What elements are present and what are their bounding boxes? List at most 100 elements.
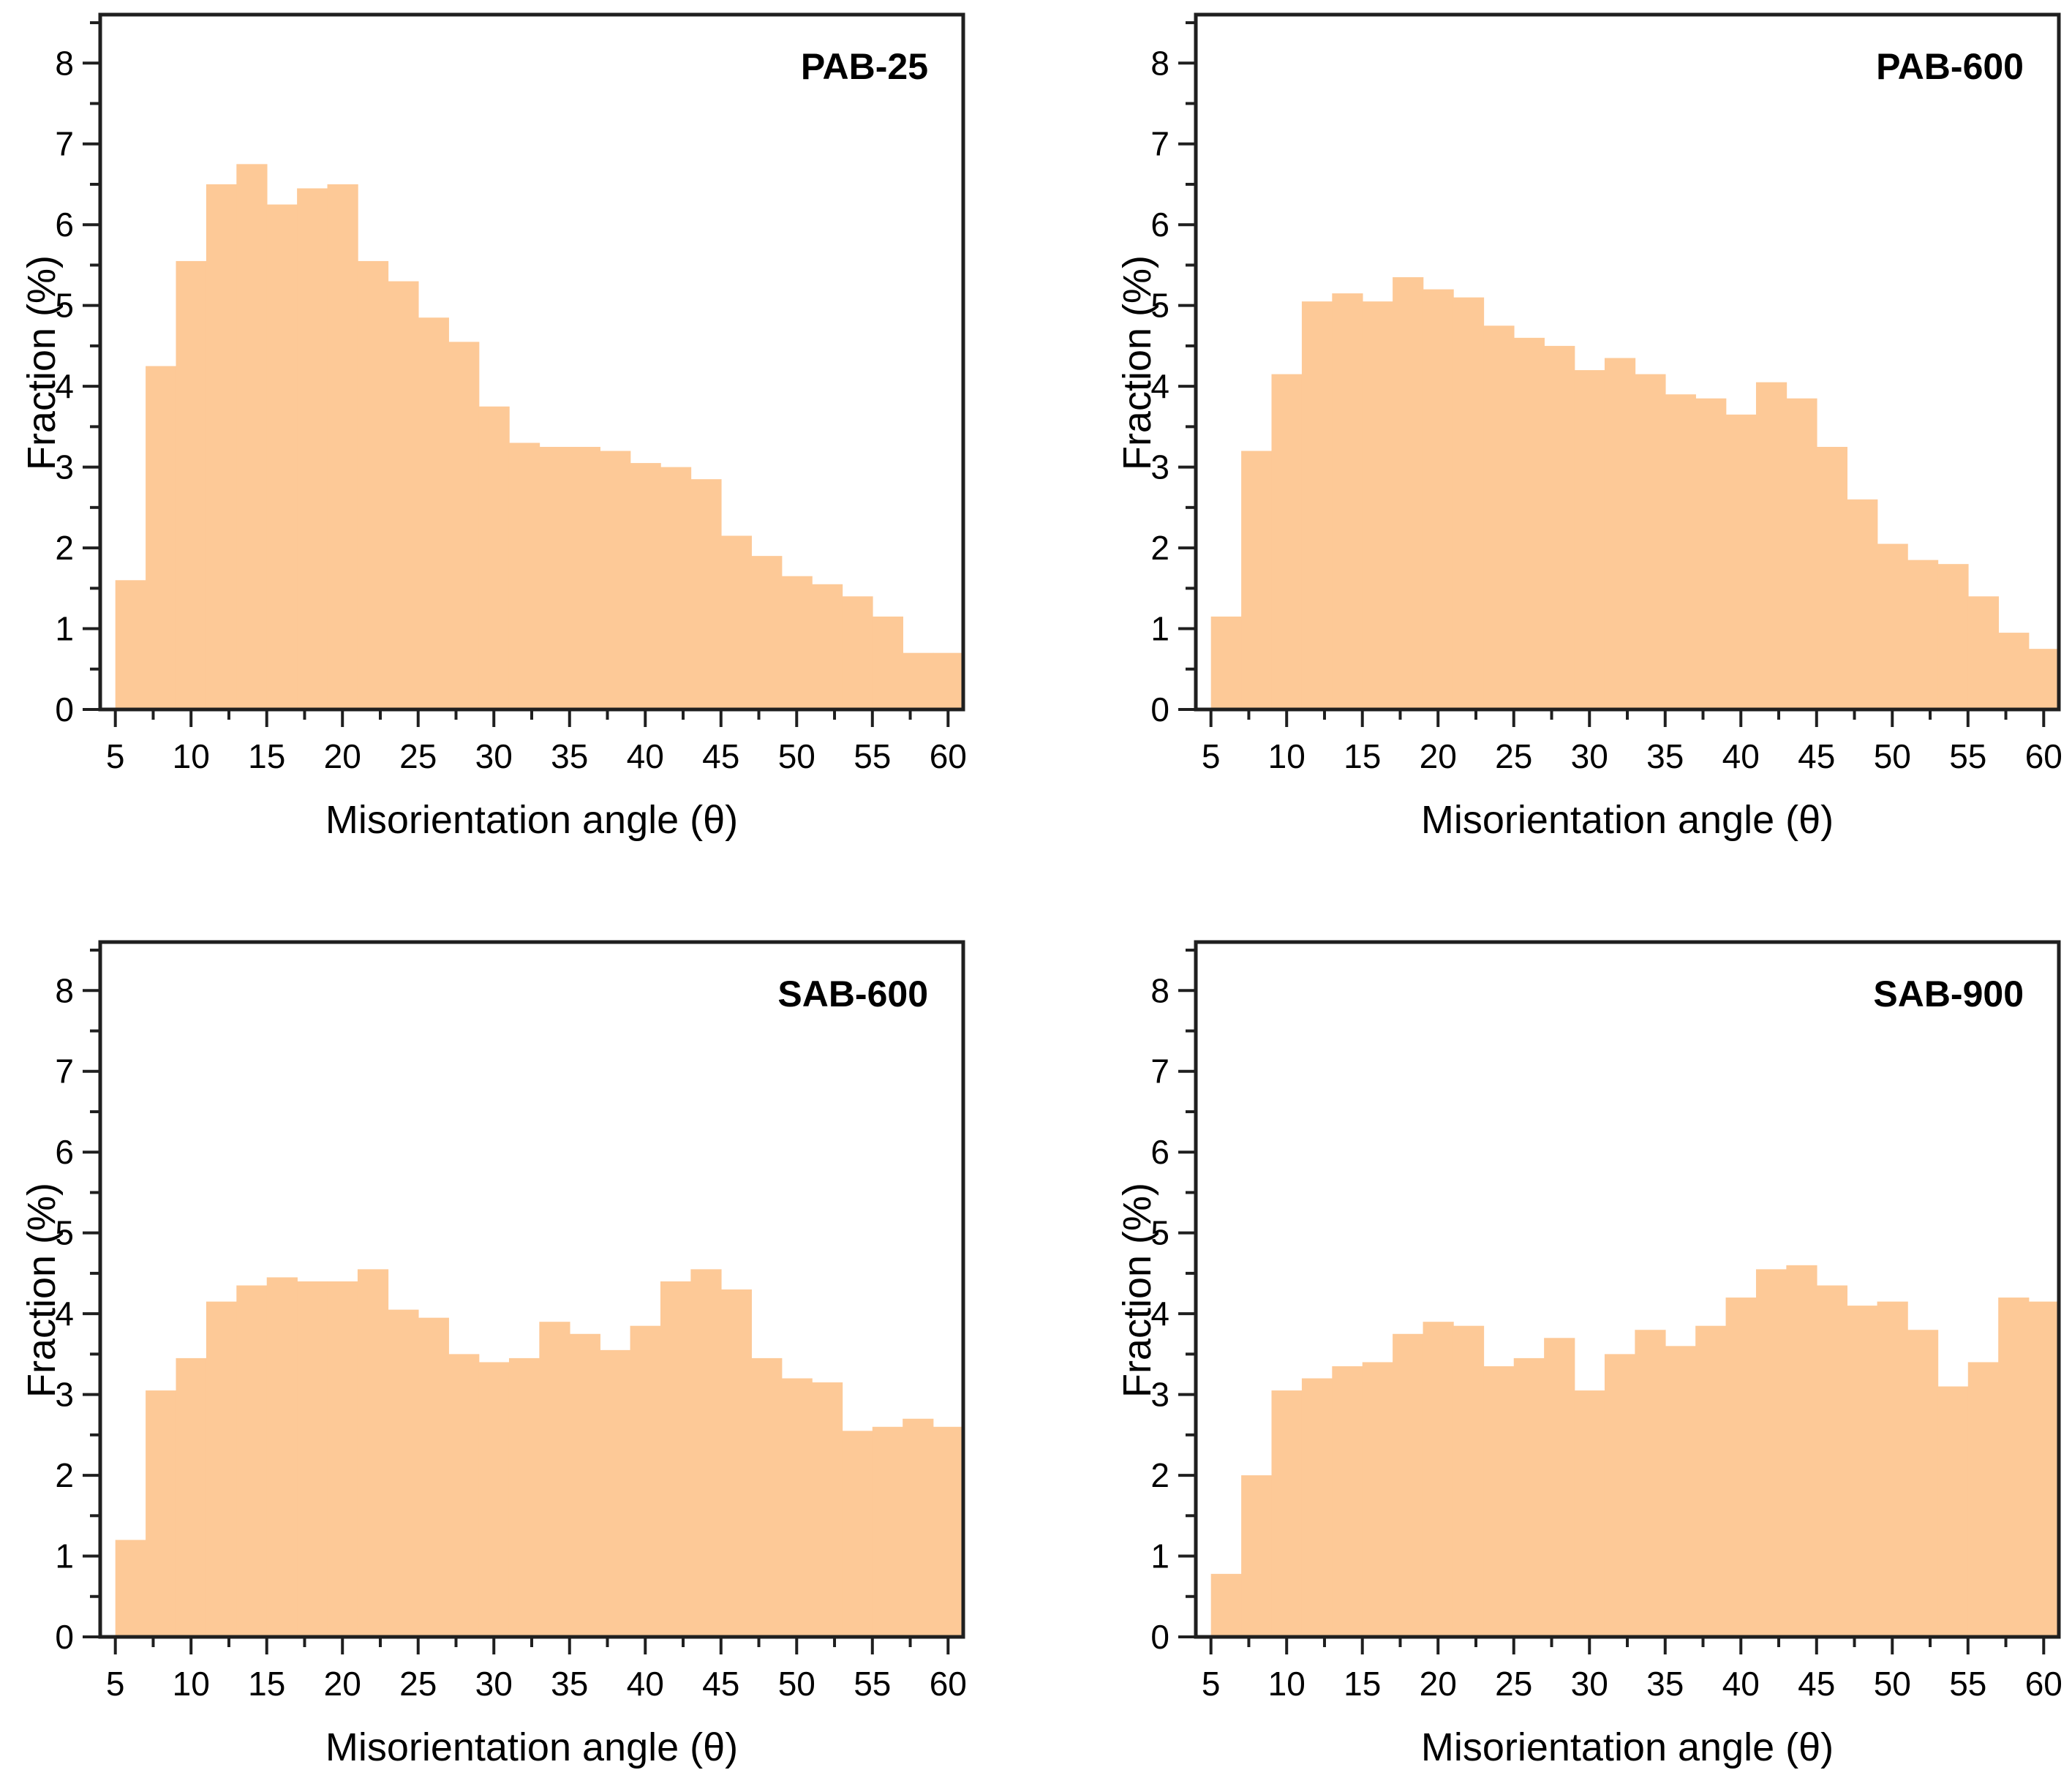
x-tick-label: 10 [173, 737, 210, 775]
x-tick-label: 55 [1949, 737, 1986, 775]
y-tick-label: 6 [1150, 1133, 1169, 1171]
histogram-bar [357, 260, 389, 709]
x-tick-label: 10 [173, 1665, 210, 1703]
x-axis-label: Misorientation angle (θ) [1420, 798, 1834, 842]
histogram-bar [1362, 301, 1393, 709]
histogram-bar [327, 1281, 358, 1637]
x-tick-label: 50 [778, 737, 815, 775]
y-tick-label: 1 [1150, 610, 1169, 648]
y-tick-label: 1 [55, 610, 74, 648]
y-tick-label: 4 [1150, 367, 1169, 405]
y-tick-label: 7 [55, 125, 74, 163]
histogram-bar [1725, 1298, 1757, 1637]
histogram-bar [1332, 1366, 1363, 1637]
y-tick-label: 3 [1150, 1376, 1169, 1414]
x-tick-label: 60 [2025, 737, 2062, 775]
x-tick-label: 30 [1571, 1665, 1608, 1703]
x-tick-label: 30 [1571, 737, 1608, 775]
x-tick-label: 5 [1202, 737, 1221, 775]
y-tick-label: 8 [55, 44, 74, 82]
histogram-bar [1665, 394, 1696, 709]
histogram-bar [418, 317, 449, 709]
x-tick-label: 50 [778, 1665, 815, 1703]
histogram-bar [1786, 398, 1817, 709]
histogram-bar [1725, 414, 1757, 709]
x-tick-label: 40 [627, 737, 664, 775]
x-tick-label: 5 [1202, 1665, 1221, 1703]
x-tick-label: 35 [1646, 737, 1684, 775]
y-tick-label: 2 [1150, 1456, 1169, 1494]
x-tick-label: 50 [1874, 1665, 1911, 1703]
histogram-bar [1877, 543, 1908, 709]
histogram-bar [630, 463, 661, 709]
histogram-bar [781, 1378, 813, 1637]
histogram-bar [842, 1431, 873, 1637]
y-tick-label: 5 [55, 1214, 74, 1252]
histogram-bar [1907, 560, 1939, 709]
histogram-bar [630, 1325, 661, 1637]
histogram-bar [781, 576, 813, 709]
histogram-bar [1513, 337, 1545, 709]
histogram-bar [478, 1362, 510, 1637]
histogram-bar [539, 1322, 570, 1637]
x-tick-label: 45 [702, 1665, 739, 1703]
y-tick-label: 7 [55, 1052, 74, 1091]
histogram-bar [508, 442, 540, 709]
histogram-bar [1453, 1325, 1485, 1637]
histogram-bar [1635, 1330, 1666, 1637]
y-tick-label: 8 [1150, 971, 1169, 1009]
histogram-bar [2028, 1301, 2060, 1637]
x-tick-label: 20 [324, 1665, 361, 1703]
y-tick-label: 2 [55, 529, 74, 567]
x-tick-label: 45 [1798, 737, 1835, 775]
x-tick-label: 55 [854, 737, 891, 775]
y-axis-label: Fraction (%) [1115, 1182, 1159, 1398]
histogram-bar [811, 1382, 843, 1637]
histogram-bar [176, 260, 207, 709]
x-tick-label: 30 [475, 737, 513, 775]
histogram-bar [1877, 1301, 1908, 1637]
histogram-bar [1271, 374, 1303, 709]
histogram-bar [1665, 1346, 1696, 1637]
x-tick-label: 60 [930, 1665, 967, 1703]
histogram-bar [1210, 616, 1242, 709]
y-tick-label: 3 [55, 448, 74, 486]
histogram-bar [569, 446, 600, 709]
y-axis-label: Fraction (%) [20, 255, 64, 471]
histogram-bar [115, 580, 146, 709]
histogram-bar [1937, 564, 1969, 709]
y-tick-label: 0 [1150, 690, 1169, 728]
histogram-bar [236, 1285, 268, 1637]
histogram-bar [1847, 499, 1878, 709]
histogram-bar [206, 1301, 238, 1637]
y-tick-label: 1 [55, 1537, 74, 1575]
x-tick-label: 25 [399, 1665, 437, 1703]
histogram-bar [903, 652, 934, 709]
y-tick-label: 5 [1150, 1214, 1169, 1252]
y-tick-label: 0 [55, 690, 74, 728]
x-tick-label: 60 [930, 737, 967, 775]
histogram-bar [720, 1289, 752, 1637]
histogram-bar [842, 596, 873, 709]
y-tick-label: 8 [55, 971, 74, 1009]
histogram-bar [1755, 382, 1787, 709]
histogram-bar [357, 1269, 389, 1637]
histogram-bar [1332, 293, 1363, 710]
histogram-bar [872, 616, 903, 709]
histogram-bar [1937, 1386, 1969, 1637]
y-tick-label: 4 [55, 1295, 74, 1333]
plot-frame [1194, 940, 2061, 1639]
histogram-bar [872, 1426, 903, 1637]
histogram-bar [1453, 297, 1485, 709]
histogram-bar [1241, 451, 1273, 709]
x-tick-label: 50 [1874, 737, 1911, 775]
histogram-bar [690, 479, 722, 709]
histogram-bar [508, 1357, 540, 1637]
histogram-bar [811, 584, 843, 709]
histogram-bar [266, 1277, 298, 1637]
panel-title-sab-600: SAB-600 [777, 974, 928, 1014]
histogram-bar [297, 1281, 328, 1637]
